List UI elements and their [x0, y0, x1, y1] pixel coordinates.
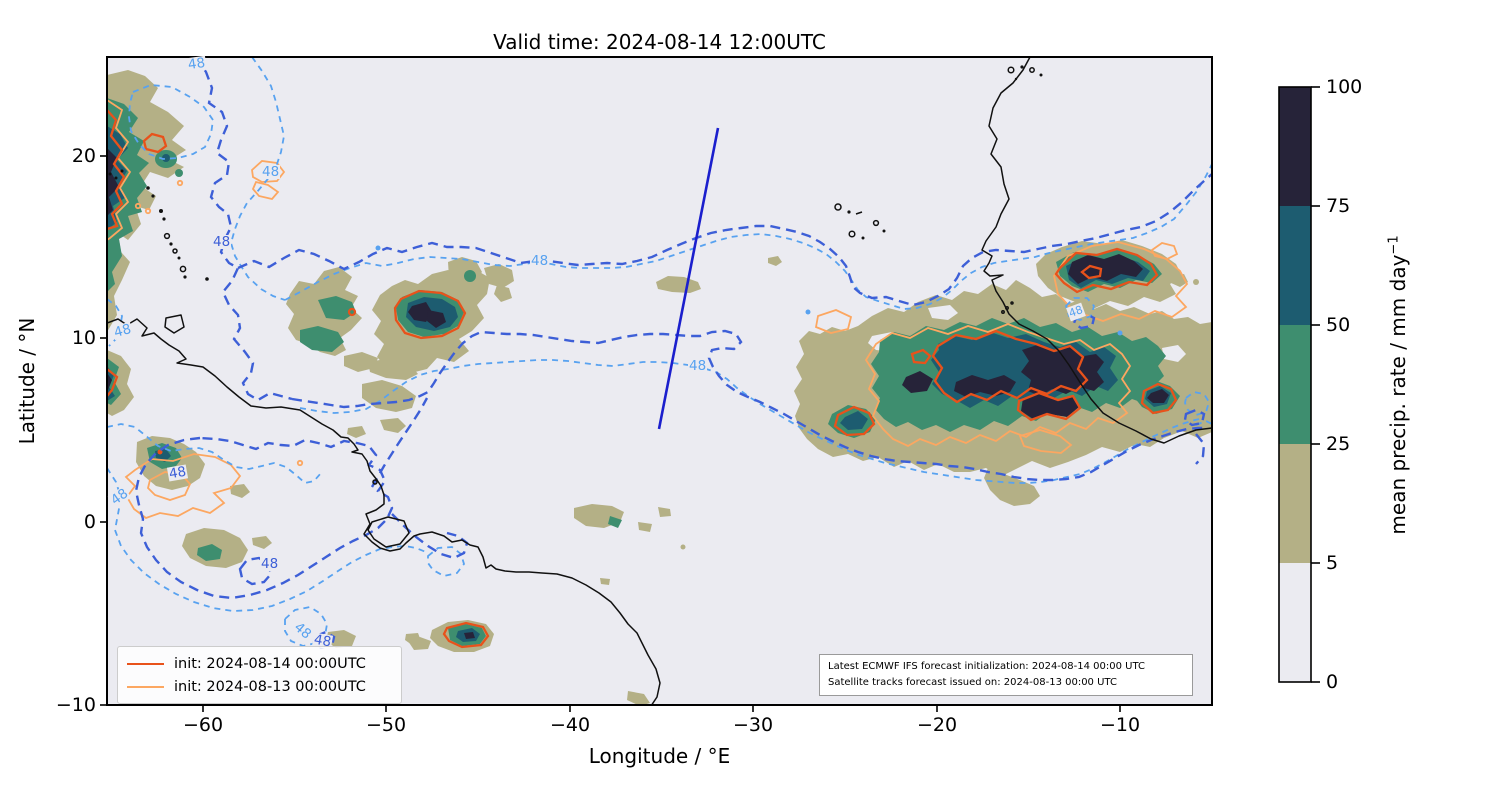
- legend-item-label: init: 2024-08-14 00:00UTC: [174, 655, 366, 672]
- contour-label-48: 48: [260, 556, 280, 572]
- legend-item-init14: init: 2024-08-14 00:00UTC: [127, 652, 392, 675]
- x-axis-label: Longitude / °E: [588, 744, 731, 768]
- contour-label-48: 48: [261, 164, 281, 180]
- x-tick-neg40: −40: [549, 714, 591, 736]
- colorbar-tick-5: 5: [1326, 552, 1339, 574]
- colorbar-tick-0: 0: [1326, 671, 1339, 693]
- y-tick-10: 10: [71, 327, 96, 349]
- x-tick-neg10: −10: [1099, 714, 1141, 736]
- legend-item-init13: init: 2024-08-13 00:00UTC: [127, 675, 392, 698]
- colorbar: [1278, 86, 1320, 683]
- y-axis-label: Latitude / °N: [15, 317, 39, 445]
- colorbar-label: mean precip. rate / mm day−1: [1386, 235, 1410, 534]
- colorbar-label-text: mean precip. rate / mm day: [1386, 254, 1410, 535]
- axes-frame: [100, 56, 1213, 712]
- x-tick-neg60: −60: [182, 714, 224, 736]
- forecast-info-box: Latest ECMWF IFS forecast initialization…: [819, 654, 1193, 696]
- precip-fill-background-gaps: [868, 305, 1186, 362]
- y-tick-20: 20: [71, 145, 96, 167]
- forecast-info-line2: Satellite tracks forecast issued on: 202…: [828, 677, 1117, 688]
- contour-label-48: 48: [212, 234, 232, 250]
- legend-box: init: 2024-08-14 00:00UTC init: 2024-08-…: [117, 646, 402, 704]
- colorbar-tick-50: 50: [1326, 314, 1351, 336]
- x-tick-neg50: −50: [365, 714, 407, 736]
- legend-line-init14-swatch: [127, 662, 164, 665]
- legend-line-init13-swatch: [127, 685, 164, 688]
- contour-label-48: 48: [530, 253, 550, 269]
- coastlines: [107, 57, 1212, 705]
- forecast-info-line1: Latest ECMWF IFS forecast initialization…: [828, 661, 1145, 672]
- satellite-track-line: [657, 127, 720, 430]
- colorbar-tick-100: 100: [1326, 76, 1363, 98]
- colorbar-label-exponent: −1: [1386, 235, 1402, 255]
- colorbar-tick-75: 75: [1326, 195, 1351, 217]
- colorbar-tick-25: 25: [1326, 433, 1351, 455]
- y-tick-neg10: −10: [55, 694, 96, 716]
- contour-orange-init14: [107, 109, 1178, 649]
- legend-item-label: init: 2024-08-13 00:00UTC: [174, 678, 366, 695]
- contour-label-48: 48: [166, 463, 189, 483]
- plot-title: Valid time: 2024-08-14 12:00UTC: [493, 30, 826, 54]
- contour-label-48: 48: [688, 358, 708, 374]
- contour-48-init13: [107, 57, 1212, 647]
- contour-label-48: 48: [186, 54, 208, 74]
- x-tick-neg20: −20: [916, 714, 958, 736]
- y-tick-0: 0: [83, 511, 96, 533]
- x-tick-neg30: −30: [732, 714, 774, 736]
